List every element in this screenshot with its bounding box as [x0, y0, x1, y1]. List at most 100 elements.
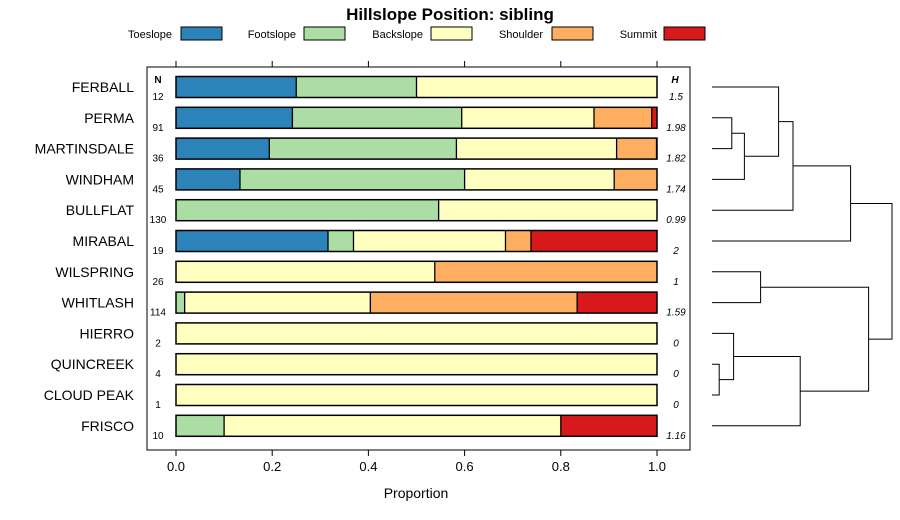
- row-h-quincreek: 0: [673, 369, 679, 380]
- row-h-wilspring: 1: [673, 277, 679, 288]
- row-n-whitlash: 114: [150, 308, 166, 319]
- plot-frame: [146, 66, 691, 451]
- h-header: H: [671, 75, 679, 86]
- bar-segment-wilspring-shoulder: [434, 261, 657, 283]
- n-header: N: [154, 75, 161, 86]
- dendrogram-branch: [712, 332, 735, 381]
- legend: Toeslope Footslope Backslope Shoulder Summit: [128, 26, 706, 41]
- row-h-perma: 1.98: [666, 123, 686, 134]
- bar-outline-cloud-peak: [175, 383, 658, 407]
- dendrogram-branch: [712, 165, 852, 242]
- row-n-windham: 45: [152, 184, 164, 195]
- row-label-cloud-peak: CLOUD PEAK: [44, 387, 135, 403]
- bar-segment-perma-toeslope: [176, 107, 293, 129]
- row-label-frisco: FRISCO: [81, 418, 134, 434]
- row-label-ferball: FERBALL: [72, 79, 134, 95]
- row-h-frisco: 1.16: [666, 431, 686, 442]
- bar-segment-martinsdale-backslope: [456, 138, 617, 160]
- bar-segment-whitlash-footslope: [176, 292, 185, 314]
- row-label-martinsdale: MARTINSDALE: [35, 141, 134, 157]
- bar-outline-bullflat: [175, 198, 658, 222]
- bar-segment-windham-shoulder: [614, 168, 657, 190]
- bar-segment-perma-footslope: [292, 107, 462, 129]
- bar-outline-windham: [175, 168, 658, 191]
- bar-segment-frisco-summit: [560, 415, 657, 437]
- bar-segment-frisco-footslope: [176, 415, 225, 437]
- bar-segment-wilspring-backslope: [176, 261, 435, 283]
- dendrogram-branch: [760, 286, 870, 392]
- row-n-cloud-peak: 1: [155, 400, 161, 411]
- bar-outline-frisco: [175, 414, 658, 438]
- row-h-ferball: 1.5: [669, 92, 683, 103]
- bar-outline-hierro: [175, 322, 658, 345]
- legend-label-toeslope: Toeslope: [128, 29, 172, 41]
- bar-segment-windham-footslope: [239, 168, 465, 190]
- row-n-frisco: 10: [152, 431, 164, 442]
- x-axis: 0.0 0.2 0.4 0.6 0.8 1.0: [167, 61, 666, 474]
- bar-segment-whitlash-summit: [577, 292, 658, 314]
- bar-outline-quincreek: [175, 352, 658, 376]
- row-h-bullflat: 0.99: [666, 215, 686, 226]
- bar-segment-whitlash-backslope: [184, 292, 371, 314]
- row-h-mirabal: 2: [672, 246, 679, 257]
- row-h-martinsdale: 1.82: [666, 154, 686, 165]
- bar-segment-hierro-backslope: [176, 322, 657, 344]
- row-n-wilspring: 26: [152, 277, 164, 288]
- row-n-martinsdale: 36: [152, 154, 164, 165]
- bars: [175, 75, 658, 438]
- row-n-perma: 91: [152, 123, 164, 134]
- bar-segment-ferball-toeslope: [176, 76, 297, 98]
- row-h-whitlash: 1.59: [666, 308, 686, 319]
- row-label-perma: PERMA: [84, 110, 134, 126]
- dendrogram-branch: [712, 271, 762, 304]
- dendrogram-branch: [712, 356, 801, 427]
- dendrogram-branch: [712, 132, 745, 180]
- legend-swatch-summit: [663, 26, 706, 41]
- bar-segment-windham-backslope: [464, 168, 615, 190]
- bar-segment-mirabal-summit: [530, 230, 658, 252]
- legend-swatch-backslope: [430, 26, 473, 41]
- row-label-mirabal: MIRABAL: [73, 233, 135, 249]
- x-tick-label: 0.0: [167, 459, 185, 474]
- bar-segment-cloud-peak-backslope: [176, 384, 657, 406]
- bar-segment-martinsdale-footslope: [269, 138, 457, 160]
- row-label-wilspring: WILSPRING: [55, 264, 134, 280]
- x-tick-label: 0.4: [359, 459, 377, 474]
- bar-segment-mirabal-backslope: [353, 230, 506, 252]
- row-n-mirabal: 19: [152, 246, 164, 257]
- row-label-bullflat: BULLFLAT: [66, 202, 135, 218]
- row-h-windham: 1.74: [666, 184, 686, 195]
- x-tick-label: 0.2: [263, 459, 281, 474]
- bar-outline-ferball: [175, 75, 658, 99]
- row-h-cloud-peak: 0: [673, 400, 679, 411]
- bar-segment-perma-backslope: [461, 107, 594, 129]
- bar-segment-frisco-backslope: [224, 415, 561, 437]
- bar-segment-martinsdale-toeslope: [176, 138, 270, 160]
- bar-segment-perma-shoulder: [593, 107, 652, 129]
- legend-label-backslope: Backslope: [372, 29, 423, 41]
- chart-title: Hillslope Position: sibling: [346, 5, 554, 24]
- x-tick-label: 1.0: [648, 459, 666, 474]
- legend-swatch-toeslope: [180, 26, 223, 41]
- bar-segment-bullflat-footslope: [176, 199, 439, 221]
- legend-swatch-footslope: [303, 26, 346, 41]
- bar-segment-mirabal-footslope: [327, 230, 354, 252]
- legend-label-footslope: Footslope: [248, 29, 296, 41]
- bar-segment-bullflat-backslope: [438, 199, 657, 221]
- row-n-ferball: 12: [152, 92, 164, 103]
- bar-outline-martinsdale: [175, 137, 658, 160]
- dendrogram-branch: [712, 121, 794, 211]
- x-tick-label: 0.6: [456, 459, 474, 474]
- bar-outline-wilspring: [175, 260, 658, 284]
- bar-segment-whitlash-shoulder: [370, 292, 578, 314]
- row-label-windham: WINDHAM: [66, 171, 134, 187]
- dendrogram-branch: [712, 117, 733, 150]
- bar-segment-quincreek-backslope: [176, 353, 657, 375]
- row-h-hierro: 0: [673, 338, 679, 349]
- dendrogram-branch: [712, 363, 720, 396]
- bar-segment-mirabal-shoulder: [505, 230, 531, 252]
- bar-segment-ferball-footslope: [296, 76, 417, 98]
- dendrogram: [712, 86, 893, 427]
- legend-label-summit: Summit: [620, 29, 657, 41]
